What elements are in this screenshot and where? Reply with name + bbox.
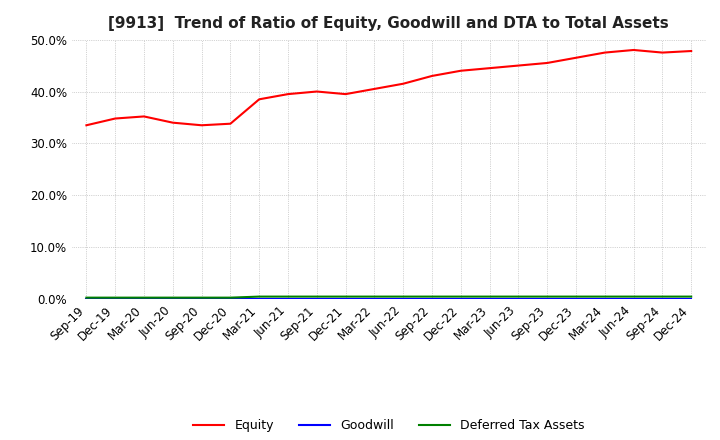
Equity xyxy=(226,121,235,126)
Deferred Tax Assets xyxy=(255,294,264,299)
Equity xyxy=(687,48,696,54)
Equity xyxy=(284,92,292,97)
Equity xyxy=(82,123,91,128)
Deferred Tax Assets xyxy=(284,294,292,299)
Goodwill xyxy=(485,297,494,302)
Equity xyxy=(312,89,321,94)
Equity xyxy=(600,50,609,55)
Equity xyxy=(485,66,494,71)
Goodwill xyxy=(255,297,264,302)
Deferred Tax Assets xyxy=(514,294,523,299)
Goodwill xyxy=(284,297,292,302)
Goodwill xyxy=(82,297,91,302)
Goodwill xyxy=(399,297,408,302)
Deferred Tax Assets xyxy=(312,294,321,299)
Goodwill xyxy=(572,297,580,302)
Goodwill xyxy=(226,297,235,302)
Equity xyxy=(140,114,148,119)
Equity xyxy=(629,48,638,53)
Deferred Tax Assets xyxy=(341,294,350,299)
Deferred Tax Assets xyxy=(543,294,552,299)
Deferred Tax Assets xyxy=(428,294,436,299)
Goodwill xyxy=(600,297,609,302)
Equity xyxy=(341,92,350,97)
Goodwill xyxy=(428,297,436,302)
Goodwill xyxy=(197,297,206,302)
Equity xyxy=(370,86,379,92)
Deferred Tax Assets xyxy=(572,294,580,299)
Equity xyxy=(168,120,177,125)
Line: Equity: Equity xyxy=(86,50,691,125)
Deferred Tax Assets xyxy=(168,295,177,300)
Equity xyxy=(428,73,436,79)
Goodwill xyxy=(687,297,696,302)
Goodwill xyxy=(168,297,177,302)
Deferred Tax Assets xyxy=(485,294,494,299)
Goodwill xyxy=(456,297,465,302)
Deferred Tax Assets xyxy=(600,294,609,299)
Deferred Tax Assets xyxy=(82,295,91,300)
Goodwill xyxy=(543,297,552,302)
Equity xyxy=(658,50,667,55)
Equity xyxy=(456,68,465,73)
Equity xyxy=(514,63,523,68)
Deferred Tax Assets xyxy=(226,295,235,300)
Goodwill xyxy=(658,297,667,302)
Equity xyxy=(255,97,264,102)
Legend: Equity, Goodwill, Deferred Tax Assets: Equity, Goodwill, Deferred Tax Assets xyxy=(188,414,590,437)
Equity xyxy=(111,116,120,121)
Equity xyxy=(543,60,552,66)
Deferred Tax Assets xyxy=(629,294,638,299)
Equity xyxy=(197,123,206,128)
Deferred Tax Assets xyxy=(370,294,379,299)
Goodwill xyxy=(341,297,350,302)
Goodwill xyxy=(370,297,379,302)
Goodwill xyxy=(111,297,120,302)
Deferred Tax Assets xyxy=(197,295,206,300)
Deferred Tax Assets xyxy=(140,295,148,300)
Deferred Tax Assets xyxy=(687,294,696,299)
Deferred Tax Assets xyxy=(111,295,120,300)
Deferred Tax Assets xyxy=(456,294,465,299)
Deferred Tax Assets xyxy=(658,294,667,299)
Title: [9913]  Trend of Ratio of Equity, Goodwill and DTA to Total Assets: [9913] Trend of Ratio of Equity, Goodwil… xyxy=(109,16,669,32)
Equity xyxy=(572,55,580,60)
Goodwill xyxy=(629,297,638,302)
Deferred Tax Assets xyxy=(399,294,408,299)
Goodwill xyxy=(140,297,148,302)
Goodwill xyxy=(514,297,523,302)
Equity xyxy=(399,81,408,86)
Goodwill xyxy=(312,297,321,302)
